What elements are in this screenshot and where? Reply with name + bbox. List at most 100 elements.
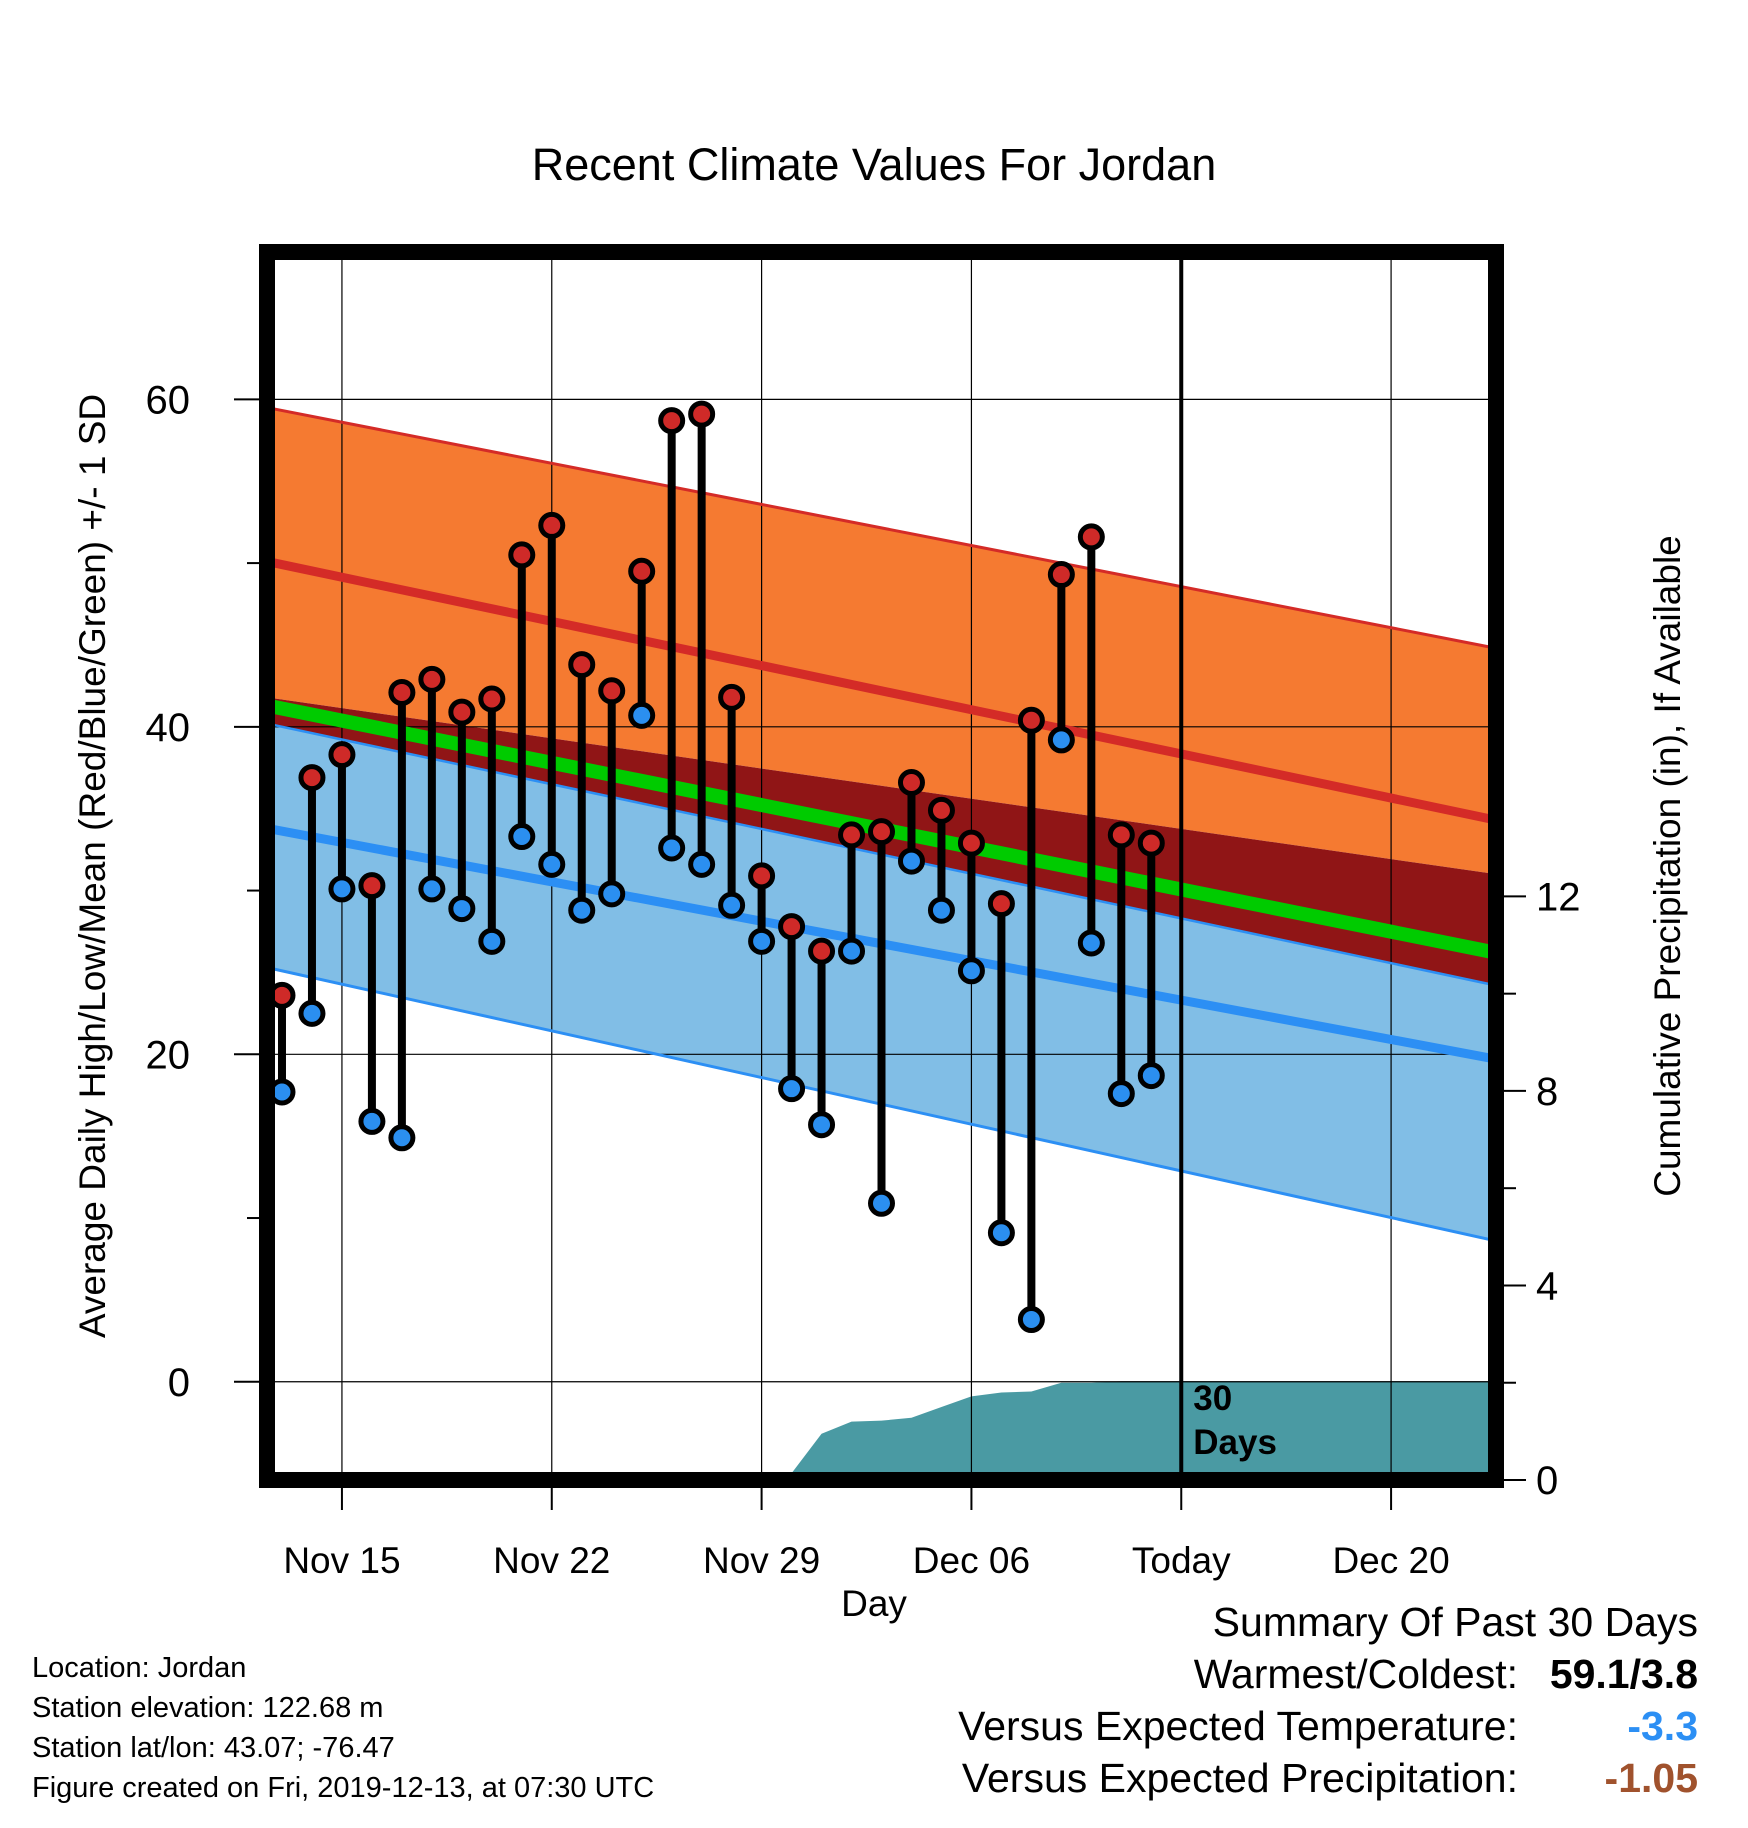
daily-low-marker [808, 1111, 836, 1139]
x-tick-label: Nov 22 [493, 1540, 610, 1581]
daily-low-marker [478, 927, 506, 955]
daily-high-marker [628, 557, 656, 585]
x-tick-label: Nov 15 [283, 1540, 400, 1581]
daily-high-marker [1137, 829, 1165, 857]
daily-low-marker [508, 823, 536, 851]
daily-obs-day-13 [628, 557, 656, 729]
daily-obs-day-20 [838, 821, 866, 965]
daily-low-marker [328, 875, 356, 903]
daily-high-marker [1017, 706, 1045, 734]
elevation-text: Station elevation: 122.68 m [32, 1692, 384, 1724]
daily-obs-day-12 [598, 677, 626, 908]
normal-high-upper-line [266, 406, 1497, 650]
daily-high-marker [718, 683, 746, 711]
daily-low-marker [1077, 929, 1105, 957]
daily-high-marker [748, 862, 776, 890]
daily-low-marker [838, 937, 866, 965]
station-info: Location: Jordan Station elevation: 122.… [32, 1648, 654, 1808]
daily-low-marker [897, 847, 925, 875]
daily-obs-day-15 [688, 400, 716, 878]
daily-obs-day-21 [868, 818, 895, 1217]
daily-high-marker [598, 677, 626, 705]
daily-high-marker [448, 698, 476, 726]
temp-anomaly-label: Versus Expected Temperature: [958, 1703, 1518, 1749]
daily-low-marker [927, 896, 955, 924]
daily-obs-day-8 [478, 685, 506, 955]
warmest-coldest-row: Warmest/Coldest: 59.1/3.8 [958, 1648, 1698, 1700]
daily-low-marker [718, 891, 746, 919]
daily-obs-day-14 [658, 407, 686, 862]
temp-anomaly-row: Versus Expected Temperature: -3.3 [958, 1700, 1698, 1752]
precip-anomaly-label: Versus Expected Precipitation: [961, 1755, 1518, 1801]
created-text: Figure created on Fri, 2019-12-13, at 07… [32, 1772, 655, 1804]
daily-high-marker [328, 741, 356, 769]
daily-high-marker [868, 818, 895, 846]
daily-low-marker [748, 927, 776, 955]
daily-low-marker [568, 896, 596, 924]
daily-low-marker [1107, 1080, 1135, 1108]
daily-obs-day-4 [358, 872, 386, 1135]
today-annotation: 30 Days [1193, 1379, 1277, 1462]
daily-obs-day-17 [748, 862, 776, 955]
daily-low-marker [987, 1219, 1015, 1247]
summary-heading: Summary Of Past 30 Days [1212, 1599, 1698, 1645]
y-right-tick-label: 12 [1536, 875, 1581, 919]
daily-low-marker [418, 875, 446, 903]
daily-low-marker [538, 850, 566, 878]
y-axis-right-label: Cumulative Precipitation (in), If Availa… [1647, 535, 1688, 1197]
x-tick-label: Dec 20 [1332, 1540, 1449, 1581]
y-left-tick-label: 20 [146, 1033, 191, 1077]
y-left-tick-label: 40 [146, 706, 191, 750]
daily-obs-day-26 [1017, 706, 1045, 1334]
daily-obs-day-19 [808, 937, 836, 1139]
x-tick-label: Nov 29 [703, 1540, 820, 1581]
daily-high-marker [418, 665, 446, 693]
daily-low-marker [778, 1075, 806, 1103]
daily-high-marker [538, 511, 566, 539]
y-left-tick-label: 0 [168, 1361, 190, 1405]
daily-high-marker [1077, 523, 1105, 551]
daily-obs-day-5 [388, 678, 416, 1152]
daily-high-marker [1107, 821, 1135, 849]
daily-obs-day-18 [778, 913, 806, 1103]
daily-obs-day-6 [418, 665, 446, 903]
y-axis-left-label: Average Daily High/Low/Mean (Red/Blue/Gr… [72, 394, 113, 1338]
chart-title: Recent Climate Values For Jordan [532, 139, 1216, 190]
daily-high-marker [987, 890, 1015, 918]
daily-low-marker [957, 957, 985, 985]
daily-low-marker [358, 1107, 386, 1135]
x-tick-label: Today [1132, 1540, 1231, 1581]
x-axis-label: Day [841, 1583, 907, 1624]
daily-low-marker [1017, 1306, 1045, 1334]
x-tick-label: Dec 06 [913, 1540, 1030, 1581]
daily-obs-day-29 [1107, 821, 1135, 1108]
location-text: Location: Jordan [32, 1652, 247, 1684]
daily-obs-day-30 [1137, 829, 1165, 1090]
warmest-coldest-value: 59.1/3.8 [1549, 1651, 1698, 1697]
daily-high-marker [658, 407, 686, 435]
daily-obs-day-16 [718, 683, 746, 919]
temp-anomaly-value: -3.3 [1627, 1703, 1698, 1749]
cumulative-precip-area [267, 1381, 1496, 1480]
daily-obs-day-3 [328, 741, 356, 903]
plot-frame [259, 244, 1504, 1488]
daily-low-marker [388, 1124, 416, 1152]
daily-high-marker [478, 685, 506, 713]
daily-low-marker [868, 1189, 895, 1217]
daily-obs-day-23 [927, 796, 955, 924]
daily-obs-day-9 [508, 541, 536, 851]
daily-obs-day-10 [538, 511, 566, 878]
daily-high-marker [1047, 561, 1075, 589]
daily-high-marker [358, 872, 386, 900]
precip-anomaly-value: -1.05 [1604, 1755, 1698, 1801]
latlon-text: Station lat/lon: 43.07; -76.47 [32, 1732, 395, 1764]
daily-low-marker [658, 834, 686, 862]
normal-high-mean-line [266, 557, 1497, 825]
y-right-tick-label: 4 [1536, 1264, 1558, 1308]
daily-high-marker [508, 541, 536, 569]
daily-obs-day-11 [568, 651, 596, 924]
daily-high-marker [808, 937, 836, 965]
daily-obs-day-24 [957, 829, 985, 985]
daily-high-marker [388, 678, 416, 706]
y-left-tick-label: 60 [146, 378, 191, 422]
